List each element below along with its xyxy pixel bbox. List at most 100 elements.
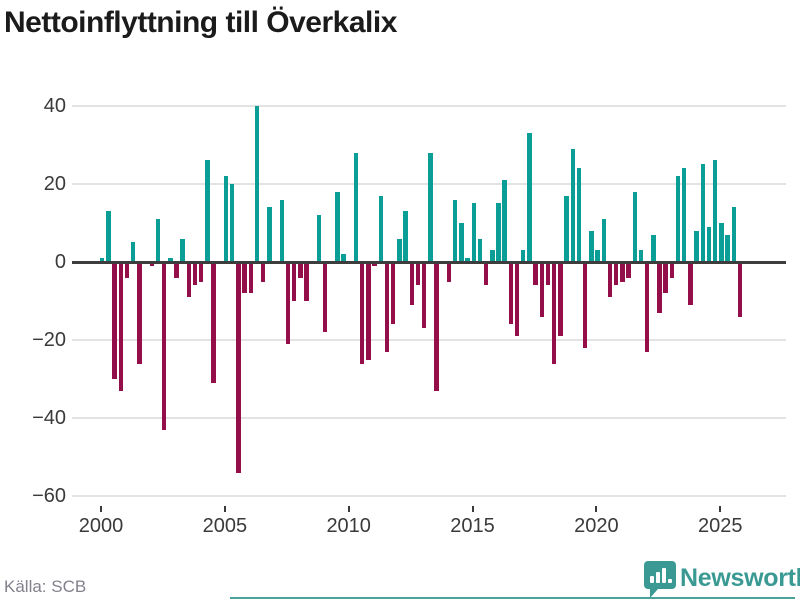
bar-2006q4: [267, 207, 272, 262]
y-axis-label: −40: [32, 407, 66, 430]
x-axis-label-2025: 2025: [697, 515, 743, 537]
bar-2002q2: [155, 219, 161, 262]
x-tick-2000: [100, 506, 102, 512]
bar-2000q2: [106, 211, 111, 262]
gridline-y-40: [72, 417, 786, 420]
bar-2000q3: [112, 262, 117, 380]
bar-2022q3: [657, 262, 662, 313]
chart-title: Nettoinflyttning till Överkalix: [4, 6, 397, 39]
bar-2014q2: [452, 199, 458, 262]
bar-2006q1: [248, 262, 253, 294]
bar-2014q3: [459, 222, 464, 262]
bar-2021q2: [626, 262, 631, 278]
bar-2007q2: [279, 199, 284, 262]
bar-2000q1: [100, 258, 105, 262]
bar-2009q1: [322, 262, 328, 333]
bar-2010q2: [353, 152, 359, 262]
bar-2015q4: [490, 250, 495, 262]
bar-2009q3: [335, 191, 340, 262]
bar-2008q1: [298, 262, 303, 278]
x-tick-2025: [719, 506, 722, 512]
bar-2023q4: [688, 262, 693, 305]
bar-2016q4: [514, 262, 520, 337]
bar-2014q4: [465, 258, 470, 262]
bar-2002q3: [161, 262, 167, 430]
bar-2013q1: [421, 262, 427, 329]
bar-2001q1: [124, 262, 130, 278]
bar-2011q2: [378, 195, 384, 262]
y-axis-label: 40: [43, 94, 66, 117]
bar-2020q4: [613, 262, 619, 286]
bar-2016q2: [502, 179, 507, 262]
bar-2022q2: [651, 234, 656, 262]
newsworthy-logo: Newsworthy: [644, 561, 800, 599]
bar-2010q3: [360, 262, 365, 364]
bar-2020q3: [607, 262, 613, 298]
bar-2024q2: [700, 164, 706, 262]
bar-2009q4: [341, 254, 346, 262]
bar-2023q1: [669, 262, 675, 278]
bar-2017q2: [527, 133, 532, 262]
bar-2012q3: [409, 262, 414, 305]
bar-2017q1: [521, 250, 526, 262]
y-axis-label: −60: [32, 485, 66, 508]
bar-2011q1: [372, 262, 377, 266]
bar-2007q4: [291, 262, 297, 302]
bar-2003q2: [180, 238, 185, 262]
bar-2005q2: [230, 183, 235, 262]
y-axis-label: 0: [54, 251, 66, 273]
bar-2015q2: [477, 238, 483, 262]
bar-2015q3: [483, 262, 489, 286]
bar-2017q4: [539, 262, 545, 317]
bar-2005q1: [223, 176, 229, 262]
bar-2023q2: [675, 176, 681, 262]
bar-2011q3: [384, 262, 390, 352]
bar-2019q4: [589, 230, 594, 262]
bar-2006q2: [254, 105, 260, 262]
bar-2017q3: [533, 262, 538, 286]
gridline-y40: [72, 104, 786, 107]
bar-2016q1: [496, 203, 501, 262]
bar-2003q3: [186, 262, 192, 298]
bar-2019q2: [576, 168, 582, 262]
bar-2004q1: [199, 262, 204, 282]
bar-2013q2: [428, 152, 433, 262]
x-axis-label-2010: 2010: [326, 515, 371, 537]
y-axis-label: 20: [43, 172, 66, 195]
y-axis-label: −20: [32, 329, 66, 352]
bar-2016q3: [508, 262, 514, 325]
bar-2025q3: [731, 207, 736, 262]
x-tick-2020: [595, 506, 598, 512]
bar-2014q1: [446, 262, 452, 282]
x-tick-2005: [223, 506, 226, 512]
bar-2021q4: [638, 250, 644, 262]
bar-2012q1: [397, 238, 402, 262]
x-axis-label-2005: 2005: [202, 515, 248, 537]
bar-2025q1: [719, 222, 724, 262]
bar-2024q4: [713, 160, 718, 262]
bar-2004q3: [211, 262, 216, 384]
bar-2012q4: [415, 262, 421, 286]
bar-2002q4: [168, 258, 173, 262]
bar-2023q3: [682, 168, 687, 262]
bar-2018q4: [564, 195, 569, 262]
bar-2022q4: [663, 262, 668, 294]
bar-2005q4: [242, 262, 247, 294]
bar-2008q2: [304, 262, 309, 302]
bar-2018q3: [558, 262, 563, 337]
bar-2001q3: [137, 262, 142, 364]
bar-2018q2: [552, 262, 557, 364]
source-label: Källa: SCB: [4, 577, 87, 596]
bar-2010q4: [366, 262, 371, 360]
brand-rule: [230, 597, 795, 599]
bar-2015q1: [471, 203, 476, 262]
brand-name: Newsworthy: [680, 564, 800, 592]
x-axis-label-2000: 2000: [78, 515, 124, 537]
x-tick-2015: [471, 506, 474, 512]
bar-2025q4: [737, 262, 743, 317]
bar-2003q4: [192, 262, 198, 286]
bar-2021q1: [620, 262, 625, 282]
bar-2002q1: [149, 262, 154, 266]
gridline-y-60: [72, 495, 786, 498]
x-axis-label-2020: 2020: [574, 515, 619, 537]
